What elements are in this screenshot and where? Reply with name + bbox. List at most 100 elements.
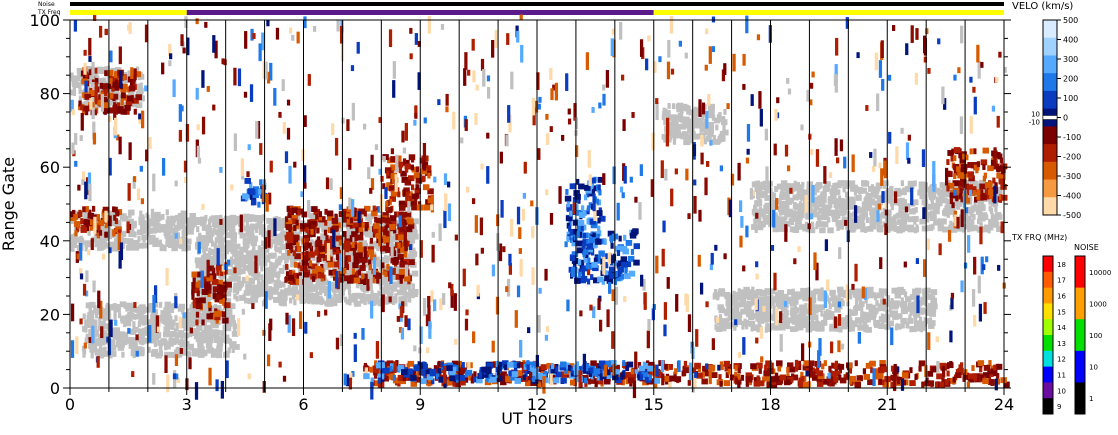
echo-point bbox=[801, 211, 805, 218]
echo-point bbox=[798, 201, 803, 207]
echo-point bbox=[96, 232, 100, 239]
echo-point bbox=[836, 325, 840, 332]
echo-point bbox=[699, 126, 707, 133]
echo-point bbox=[764, 309, 772, 316]
echo-point bbox=[358, 221, 362, 228]
echo-point bbox=[410, 380, 418, 387]
echo-point bbox=[909, 294, 917, 301]
echo-point bbox=[389, 220, 397, 227]
echo-point bbox=[718, 307, 725, 314]
echo-point bbox=[135, 66, 140, 73]
echo-point bbox=[402, 158, 407, 165]
echo-point bbox=[801, 293, 808, 300]
echo-point bbox=[427, 172, 431, 179]
echo-point bbox=[239, 295, 246, 301]
echo-point bbox=[408, 296, 412, 303]
echo-point bbox=[787, 317, 794, 324]
echo-point bbox=[71, 240, 75, 247]
echo-point bbox=[829, 325, 833, 332]
echo-point bbox=[299, 265, 307, 272]
echo-point bbox=[356, 252, 363, 259]
echo-point bbox=[220, 289, 224, 296]
echo-point bbox=[433, 365, 438, 372]
echo-point bbox=[267, 276, 275, 283]
echo-point bbox=[382, 183, 386, 190]
echo-point bbox=[833, 216, 837, 223]
echo-point bbox=[397, 247, 401, 254]
echo-point bbox=[725, 296, 733, 303]
echo-point bbox=[920, 308, 924, 315]
echo-point bbox=[821, 221, 829, 228]
echo-point bbox=[850, 218, 857, 224]
echo-point bbox=[873, 188, 878, 195]
echo-point bbox=[327, 214, 334, 221]
echo-point bbox=[143, 220, 148, 227]
echo-point bbox=[389, 236, 396, 243]
echo-point bbox=[834, 306, 841, 313]
echo-point bbox=[540, 364, 548, 371]
echo-point bbox=[707, 121, 715, 128]
echo-point bbox=[737, 288, 741, 295]
echo-point bbox=[235, 288, 239, 295]
echo-point bbox=[88, 69, 92, 76]
echo-point bbox=[111, 85, 115, 92]
echo-point bbox=[687, 379, 691, 386]
echo-point bbox=[97, 224, 101, 231]
echo-point bbox=[172, 242, 179, 248]
echo-point bbox=[666, 364, 673, 370]
echo-point bbox=[96, 214, 100, 220]
echo-point bbox=[967, 171, 975, 178]
echo-point bbox=[204, 294, 212, 301]
echo-point bbox=[408, 259, 415, 266]
echo-point bbox=[190, 308, 197, 315]
echo-point bbox=[228, 314, 236, 321]
echo-point bbox=[403, 251, 408, 258]
echo-point bbox=[870, 306, 874, 313]
echo-point bbox=[338, 239, 343, 246]
echo-point bbox=[886, 194, 894, 200]
echo-point bbox=[792, 316, 796, 322]
echo-point bbox=[383, 229, 387, 236]
echo-point bbox=[165, 318, 173, 325]
echo-point bbox=[749, 376, 753, 383]
echo-point bbox=[124, 320, 132, 327]
echo-point bbox=[729, 321, 737, 328]
echo-point bbox=[763, 370, 770, 377]
echo-point bbox=[877, 305, 881, 312]
echo-point bbox=[208, 250, 212, 257]
echo-points bbox=[70, 14, 1010, 400]
echo-point bbox=[162, 331, 170, 338]
echo-point bbox=[849, 322, 854, 328]
echo-point bbox=[124, 339, 128, 346]
echo-point bbox=[166, 224, 174, 231]
echo-point bbox=[158, 314, 166, 321]
echo-point bbox=[390, 172, 398, 179]
echo-point bbox=[801, 181, 805, 188]
echo-point bbox=[411, 229, 418, 236]
echo-point bbox=[228, 286, 233, 293]
echo-point bbox=[216, 234, 223, 241]
echo-point bbox=[297, 262, 301, 269]
echo-point bbox=[127, 238, 134, 245]
echo-point bbox=[205, 342, 213, 349]
echo-point bbox=[926, 287, 930, 294]
echo-point bbox=[842, 183, 846, 190]
echo-point bbox=[804, 317, 809, 324]
echo-point bbox=[875, 300, 879, 306]
echo-point bbox=[708, 103, 716, 110]
echo-point bbox=[280, 244, 284, 250]
echo-point bbox=[347, 256, 351, 262]
echo-point bbox=[269, 229, 276, 236]
echo-point bbox=[768, 221, 772, 228]
echo-point bbox=[937, 190, 945, 197]
echo-point bbox=[979, 221, 983, 228]
echo-point bbox=[384, 270, 391, 277]
echo-point bbox=[855, 288, 862, 295]
echo-point bbox=[219, 214, 223, 221]
echo-point bbox=[893, 225, 901, 232]
echo-point bbox=[932, 306, 937, 313]
echo-point bbox=[761, 221, 766, 228]
echo-point bbox=[70, 89, 74, 96]
echo-point bbox=[203, 269, 210, 276]
echo-point bbox=[213, 314, 221, 321]
